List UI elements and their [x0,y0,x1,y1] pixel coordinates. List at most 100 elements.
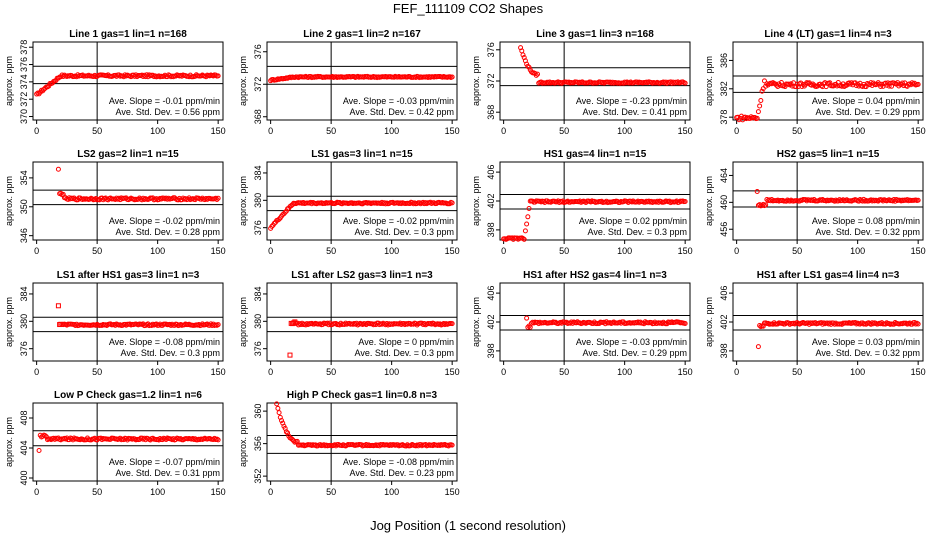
data-point [520,52,526,58]
y-tick-label: 368 [253,109,263,124]
x-tick-label: 150 [911,367,926,377]
y-axis-label: approx. ppm [238,417,248,467]
data-point [525,214,531,220]
data-point [788,81,794,87]
x-tick-label: 150 [211,487,226,497]
slope-annotation: Ave. Slope = -0.08 ppm/min [343,457,454,467]
x-tick-label: 0 [501,246,506,256]
std-annotation: Ave. Std. Dev. = 0.32 ppm [816,348,920,358]
y-tick-label: 406 [719,286,729,301]
y-tick-label: 346 [19,228,29,243]
y-tick-label: 376 [19,57,29,72]
x-tick-label: 150 [678,367,693,377]
y-tick-label: 404 [19,440,29,455]
data-point [285,430,291,436]
panel-7: HS1 gas=4 lin=1 n=15 0 50 100 150 398 402 406 ap… [471,149,693,256]
std-annotation: Ave. Std. Dev. = 0.41 ppm [583,107,687,117]
x-tick-label: 150 [445,126,460,136]
y-tick-label: 402 [486,314,496,329]
data-point [793,84,799,90]
x-tick-label: 0 [34,126,39,136]
panel-title: Line 4 (LT) gas=1 lin=4 n=3 [764,29,892,40]
y-tick-label: 460 [719,195,729,210]
std-annotation: Ave. Std. Dev. = 0.3 ppm [355,348,454,358]
y-tick-label: 376 [253,220,263,235]
data-point [899,80,905,86]
data-point [754,189,760,195]
x-tick-label: 50 [326,246,336,256]
x-tick-label: 150 [211,126,226,136]
data-point [755,109,761,115]
y-axis-label: approx. ppm [238,56,248,106]
data-point [759,88,765,94]
x-tick-label: 150 [911,126,926,136]
slope-annotation: Ave. Slope = -0.01 ppm/min [109,96,220,106]
data-point [215,322,221,328]
y-axis-label: approx. ppm [704,56,714,106]
x-tick-label: 150 [445,487,460,497]
data-point [449,321,455,327]
plot-frame [266,161,458,241]
plot-frame [732,161,924,241]
panel-title: Low P Check gas=1.2 lin=1 n=6 [54,390,202,401]
y-tick-label: 378 [19,40,29,55]
x-tick-label: 0 [268,246,273,256]
panel-title: HS1 after LS1 gas=4 lin=4 n=3 [757,270,900,281]
slope-annotation: Ave. Slope = 0.04 ppm/min [812,96,920,106]
panel-5: LS2 gas=2 lin=1 n=15 0 50 100 150 346 350 354 ap… [4,149,226,256]
slope-annotation: Ave. Slope = 0 ppm/min [358,337,454,347]
x-tick-label: 100 [384,487,399,497]
x-tick-label: 50 [559,246,569,256]
panel-title: Line 2 gas=1 lin=2 n=167 [303,29,421,40]
y-tick-label: 376 [486,42,496,57]
slope-annotation: Ave. Slope = -0.03 ppm/min [576,337,687,347]
data-point [36,448,42,454]
y-tick-label: 384 [253,165,263,180]
y-tick-label: 354 [19,170,29,185]
panel-title: LS1 gas=3 lin=1 n=15 [311,149,413,160]
panel-8: HS2 gas=5 lin=1 n=15 0 50 100 150 456 460 464 ap… [704,149,926,256]
x-tick-label: 50 [92,367,102,377]
x-tick-label: 100 [850,126,865,136]
y-tick-label: 380 [19,314,29,329]
y-tick-label: 398 [719,343,729,358]
x-tick-label: 0 [34,246,39,256]
y-axis-label: approx. ppm [238,176,248,226]
data-point [915,197,921,203]
x-tick-label: 100 [150,246,165,256]
data-point [682,321,688,327]
x-tick-label: 150 [678,126,693,136]
data-point [533,72,539,78]
data-point [214,196,220,202]
panel-14: High P Check gas=1 lin=0.8 n=3 0 50 100 150 3… [238,390,460,497]
data-point [763,202,769,208]
y-tick-label: 398 [486,343,496,358]
y-tick-label: 406 [486,286,496,301]
data-point [521,236,527,242]
x-tick-label: 150 [911,246,926,256]
y-tick-label: 402 [719,314,729,329]
data-point [682,80,688,86]
slope-annotation: Ave. Slope = 0.03 ppm/min [812,337,920,347]
x-tick-label: 100 [850,246,865,256]
slope-annotation: Ave. Slope = -0.07 ppm/min [109,457,220,467]
y-tick-label: 352 [253,469,263,484]
x-tick-label: 100 [384,126,399,136]
data-point [787,82,793,88]
y-tick-label: 400 [19,470,29,485]
y-axis-label: approx. ppm [4,56,14,106]
x-tick-label: 100 [617,246,632,256]
slope-annotation: Ave. Slope = -0.08 ppm/min [109,337,220,347]
panel-2: Line 2 gas=1 lin=2 n=167 0 50 100 150 368 372 3… [238,29,460,136]
x-tick-label: 0 [734,367,739,377]
x-tick-label: 150 [445,367,460,377]
slope-annotation: Ave. Slope = 0.08 ppm/min [812,216,920,226]
x-tick-label: 100 [617,126,632,136]
y-tick-label: 374 [19,74,29,89]
data-point [449,442,455,448]
panel-9: LS1 after HS1 gas=3 lin=1 n=3 0 50 100 150 37… [4,270,226,377]
x-tick-label: 100 [150,367,165,377]
panel-title: HS1 gas=4 lin=1 n=15 [544,149,647,160]
data-point [526,323,532,329]
